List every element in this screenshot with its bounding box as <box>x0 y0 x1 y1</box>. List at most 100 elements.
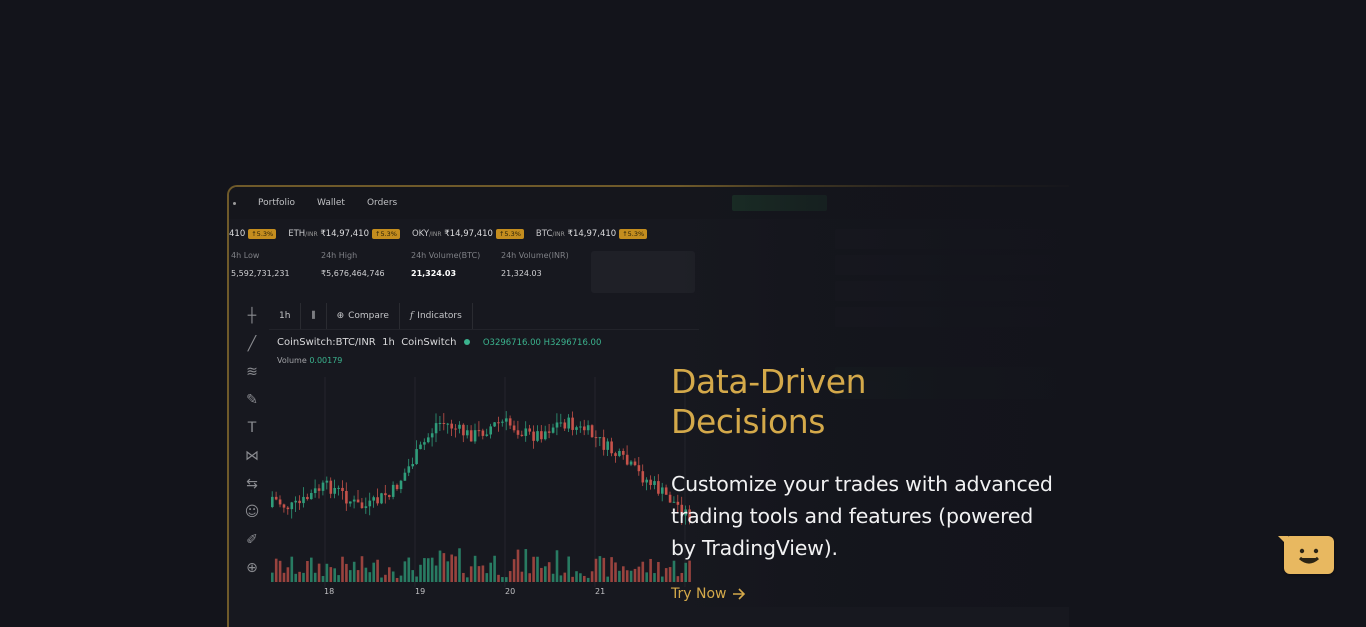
candle <box>341 487 344 491</box>
try-now-label: Try Now <box>671 586 727 602</box>
candle <box>614 453 617 456</box>
volume-bar <box>594 558 598 582</box>
add-circle-icon: ⊕ <box>336 311 345 321</box>
candle <box>403 472 407 481</box>
volume-bar <box>579 573 582 582</box>
volume-bar <box>384 574 387 582</box>
candle <box>598 437 602 439</box>
exchange-selector <box>591 251 695 293</box>
candle <box>407 466 411 473</box>
volume-bar <box>337 575 340 582</box>
candle <box>399 480 403 490</box>
candle <box>454 428 457 430</box>
candle <box>282 504 286 508</box>
volume-bar <box>271 572 274 582</box>
volume-bar <box>360 556 364 582</box>
volume-bar <box>536 556 539 582</box>
candle <box>633 461 637 466</box>
candle <box>536 431 539 441</box>
volume-bar <box>380 577 383 582</box>
candle <box>602 437 606 450</box>
candle <box>450 423 453 429</box>
ticker-item: OKY/INR ₹14,97,410 ↑5.3% <box>412 229 524 239</box>
measure-icon: ⇆ <box>246 476 258 492</box>
candle <box>372 497 375 501</box>
candle <box>446 423 450 425</box>
candle <box>368 500 372 507</box>
candle <box>579 426 582 428</box>
ticker-lead: 410 ↑5.3% <box>229 229 277 239</box>
interval-button: 1h <box>269 303 302 329</box>
volume-bar <box>551 573 555 582</box>
volume-bar <box>645 572 648 582</box>
candle <box>637 465 641 472</box>
volume-bar <box>282 572 286 582</box>
candle <box>364 506 368 509</box>
candle <box>629 461 633 465</box>
chart-toolbar: 1h ⫼ ⊕ Compare f Indicators <box>269 303 699 330</box>
promo-description: Customize your trades with advanced trad… <box>671 472 1053 560</box>
candle <box>532 431 535 441</box>
candle <box>505 418 508 422</box>
volume-bar <box>540 567 543 582</box>
text-icon: T <box>247 420 257 436</box>
chat-widget-button[interactable] <box>1284 536 1334 574</box>
volume-bar <box>657 561 660 582</box>
candle <box>672 501 676 503</box>
volume-bar <box>466 577 469 582</box>
volume-bar <box>395 577 399 582</box>
candle <box>462 424 465 436</box>
candle <box>310 493 313 500</box>
volume-bar <box>368 572 372 582</box>
candle <box>286 507 290 510</box>
volume-bar <box>559 575 563 582</box>
volume-bar <box>364 567 368 582</box>
candle <box>501 421 504 423</box>
volume-bar <box>547 562 551 582</box>
volume-bar <box>520 571 524 582</box>
candle <box>641 471 645 483</box>
volume-bar <box>329 567 333 582</box>
volume-bar <box>306 560 309 582</box>
volume-bar <box>278 560 282 582</box>
market-stats: 4h Low 5,592,731,231 24h High ₹5,676,464… <box>229 251 589 291</box>
candle <box>528 428 531 432</box>
candle <box>337 487 340 489</box>
candle <box>290 502 294 510</box>
volume-bar <box>388 567 391 582</box>
volume-bar <box>321 576 325 582</box>
volume-bar <box>434 565 438 582</box>
volume-bar <box>477 566 481 582</box>
volume-bar <box>411 570 414 582</box>
volume-bar <box>583 575 586 582</box>
candle <box>423 442 426 445</box>
candle <box>493 422 496 427</box>
volume-bar <box>575 571 578 582</box>
volume-bar <box>391 571 395 582</box>
candle <box>661 487 664 494</box>
volume-bar <box>614 562 617 582</box>
candle <box>618 450 621 456</box>
volume-bar <box>352 561 356 582</box>
candle <box>586 425 590 431</box>
volume-bar <box>505 577 508 582</box>
volume-bar <box>641 561 645 582</box>
x-tick: 18 <box>324 587 335 596</box>
stat-low: 4h Low 5,592,731,231 <box>231 251 290 278</box>
volume-bar <box>563 572 567 582</box>
candle <box>376 497 379 504</box>
candle <box>512 425 516 431</box>
candle <box>551 427 555 433</box>
candle <box>668 494 672 503</box>
volume-bar <box>454 556 457 582</box>
volume-bar <box>555 550 559 582</box>
drawing-toolbar: ┼ ╱ ≋ ✎ T ⋈ ⇆ ☺ ✐ ⊕ <box>239 307 265 607</box>
volume-bar <box>633 568 637 582</box>
try-now-link[interactable]: Try Now <box>671 586 746 602</box>
volume-bar <box>310 557 313 582</box>
candle <box>388 495 391 497</box>
compare-button: ⊕ Compare <box>327 303 400 329</box>
volume-legend: Volume 0.00179 <box>277 356 343 365</box>
volume-bar <box>610 557 613 582</box>
volume-bar <box>298 571 301 582</box>
